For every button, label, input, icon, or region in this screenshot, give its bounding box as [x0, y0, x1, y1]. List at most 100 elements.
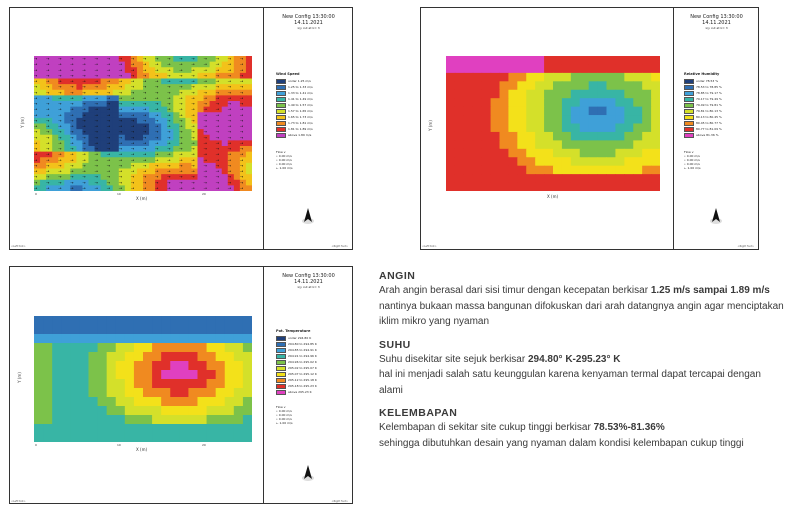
- side-panel: New Config 13:30:00 14.11.2021 x/y cut a…: [263, 267, 353, 503]
- heatmap-cell: [598, 124, 607, 133]
- heatmap-cell: [70, 316, 80, 326]
- heatmap-cell: [615, 98, 624, 107]
- heatmap-cell: [107, 352, 117, 362]
- heatmap-cell: [234, 388, 244, 398]
- heatmap-cell: [624, 98, 633, 107]
- heatmap-cell: [161, 343, 171, 353]
- heatmap-cell: [52, 361, 62, 371]
- heatmap-cell: [500, 166, 509, 175]
- heatmap-cell: [61, 343, 71, 353]
- heatmap-cell: [216, 325, 226, 335]
- heatmap-cell: [553, 90, 562, 99]
- heatmap-cell: [107, 424, 117, 434]
- heatmap-cell: [207, 352, 217, 362]
- heatmap-cell: [125, 343, 135, 353]
- heatmap-cell: [52, 334, 62, 344]
- heatmap-cell: [651, 115, 660, 124]
- y-axis-label: Y (m): [17, 372, 22, 383]
- heatmap-cell: [580, 174, 589, 183]
- heatmap-cell: [562, 174, 571, 183]
- heatmap-cell: [89, 406, 99, 416]
- heatmap-cell: [234, 361, 244, 371]
- config-title: New Config 13:30:00: [690, 14, 743, 20]
- legend-swatch: [276, 336, 286, 341]
- heatmap-cell: [598, 81, 607, 90]
- heatmap-cell: [651, 98, 660, 107]
- heatmap-cell: [607, 149, 616, 158]
- heatmap-cell: [544, 124, 553, 133]
- heatmap-cell: [526, 124, 535, 133]
- heatmap-cell: [98, 397, 108, 407]
- heatmap-cell: [473, 56, 482, 65]
- heatmap-cell: [651, 56, 660, 65]
- heatmap-cell: [491, 115, 500, 124]
- heatmap-cell: [207, 316, 217, 326]
- heatmap-cell: [589, 115, 598, 124]
- config-header: New Config 13:30:00 14.11.2021 x/y cut a…: [674, 14, 759, 30]
- heatmap-cell: [188, 415, 198, 425]
- heatmap-cell: [517, 149, 526, 158]
- heatmap-cell: [198, 397, 208, 407]
- heatmap-cell: [161, 406, 171, 416]
- heatmap-cell: [61, 397, 71, 407]
- heatmap-cell: [615, 115, 624, 124]
- heatmap-cell: [508, 132, 517, 141]
- heatmap-cell: [152, 424, 162, 434]
- heatmap-cell: [580, 98, 589, 107]
- heatmap-cell: [79, 361, 89, 371]
- heatmap-cell: [562, 132, 571, 141]
- analysis-text: ANGIN Arah angin berasal dari sisi timur…: [379, 270, 787, 460]
- heatmap-cell: [508, 174, 517, 183]
- heatmap-cell: [517, 56, 526, 65]
- heatmap-cell: [134, 397, 144, 407]
- legend-swatch: [684, 109, 694, 114]
- heatmap-cell: [225, 361, 235, 371]
- heatmap-cell: [562, 81, 571, 90]
- heatmap-cell: [651, 140, 660, 149]
- suhu-title: SUHU: [379, 339, 787, 351]
- heatmap-cell: [134, 415, 144, 425]
- heatmap-cell: [246, 90, 252, 96]
- legend-label: 1.73 to 1.81 m/s: [288, 121, 313, 125]
- heatmap-cell: [615, 149, 624, 158]
- heatmap-cell: [207, 388, 217, 398]
- heatmap-cell: [107, 370, 117, 380]
- heatmap-cell: [170, 388, 180, 398]
- heatmap-cell: [125, 352, 135, 362]
- heatmap-cell: [562, 115, 571, 124]
- heatmap-cell: [98, 388, 108, 398]
- heatmap-cell: [624, 115, 633, 124]
- heatmap-cell: [116, 433, 126, 442]
- heatmap-cell: [455, 90, 464, 99]
- heatmap-cell: [134, 343, 144, 353]
- heatmap-cell: [116, 388, 126, 398]
- heatmap-cell: [473, 115, 482, 124]
- heatmap-cell: [624, 157, 633, 166]
- humidity-map: [446, 56, 660, 191]
- heatmap-cell: [473, 183, 482, 191]
- heatmap-cell: [207, 424, 217, 434]
- heatmap-cell: [607, 73, 616, 82]
- heatmap-cell: [234, 397, 244, 407]
- footer-right: <Right foot>: [332, 500, 349, 503]
- heatmap-cell: [161, 415, 171, 425]
- heatmap-cell: [491, 140, 500, 149]
- heatmap-cell: [234, 325, 244, 335]
- legend-label: 295.02 to 295.07 K: [288, 366, 317, 370]
- heatmap-cell: [571, 166, 580, 175]
- heatmap-cell: [107, 379, 117, 389]
- heatmap-cell: [179, 361, 189, 371]
- config-title: New Config 13:30:00: [282, 14, 335, 20]
- heatmap-cell: [152, 325, 162, 335]
- heatmap-cell: [589, 73, 598, 82]
- heatmap-cell: [544, 115, 553, 124]
- heatmap-cell: [535, 64, 544, 73]
- heatmap-cell: [482, 140, 491, 149]
- heatmap-cell: [116, 361, 126, 371]
- heatmap-cell: [508, 64, 517, 73]
- heatmap-cell: [455, 166, 464, 175]
- heatmap-cell: [482, 166, 491, 175]
- heatmap-cell: [98, 379, 108, 389]
- humidity-grid: [446, 56, 660, 191]
- heatmap-cell: [34, 415, 44, 425]
